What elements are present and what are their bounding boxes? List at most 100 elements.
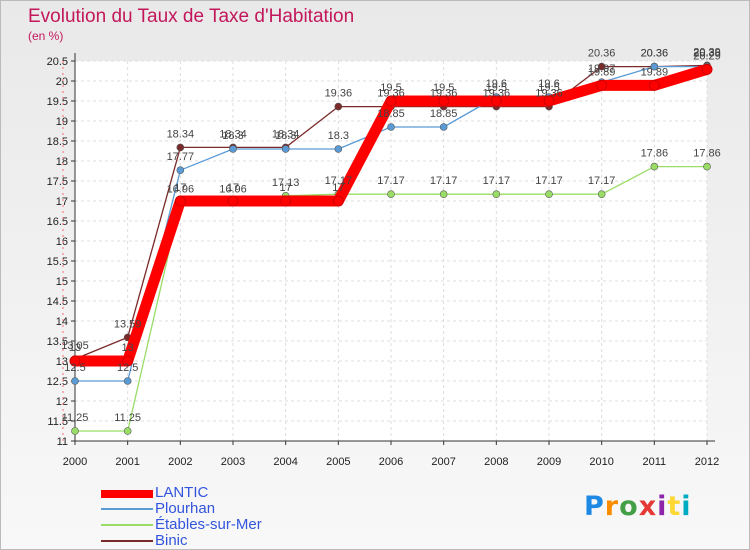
data-label--tables-sur-mer: 11.25: [114, 412, 141, 424]
data-label-binic: 18.34: [272, 128, 300, 140]
data-point-lantic: [175, 195, 186, 207]
y-tick-label: 19.5: [47, 96, 68, 108]
y-tick-label: 11.5: [47, 416, 68, 428]
logo-letter: r: [604, 491, 620, 522]
data-label-lantic: 19.89: [641, 66, 669, 78]
y-tick-label: 18: [56, 156, 68, 168]
y-tick-label: 20.5: [47, 56, 68, 68]
data-point-binic: [176, 143, 185, 152]
data-point-lantic: [701, 64, 713, 75]
data-label--tables-sur-mer: 16.96: [219, 184, 247, 196]
data-point-lantic: [69, 355, 81, 367]
x-tick-label: 2011: [643, 456, 667, 468]
data-label--tables-sur-mer: 17.17: [535, 175, 563, 187]
data-point-lantic: [491, 95, 502, 107]
data-label--tables-sur-mer: 17.86: [693, 148, 721, 160]
data-label-lantic: 17: [332, 182, 344, 194]
data-point--tables-sur-mer: [123, 427, 132, 435]
y-tick-label: 20: [56, 76, 68, 88]
data-label-plourhan: 12.5: [64, 362, 85, 374]
proxiti-logo: Proxiti: [584, 491, 692, 522]
y-tick-label: 15.5: [47, 256, 68, 268]
data-label-binic: 13.05: [61, 340, 89, 352]
y-tick-label: 12.5: [47, 376, 68, 388]
data-point-lantic: [438, 95, 449, 107]
data-point-lantic: [280, 195, 291, 207]
x-tick-label: 2003: [221, 456, 245, 468]
data-label-plourhan: 19.97: [588, 63, 616, 75]
data-label-lantic: 19.5: [538, 82, 559, 94]
x-tick-label: 2010: [589, 456, 613, 468]
data-label-plourhan: 18.85: [377, 108, 405, 120]
x-tick-label: 2012: [695, 456, 719, 468]
data-label-plourhan: 19.6: [538, 78, 559, 90]
logo-letter: i: [657, 491, 668, 522]
y-tick-label: 18.5: [47, 136, 68, 148]
data-point-lantic: [596, 80, 607, 91]
data-label-lantic: 19.5: [380, 82, 401, 94]
x-tick-label: 2006: [379, 456, 403, 468]
x-tick-label: 2001: [115, 456, 139, 468]
data-point--tables-sur-mer: [492, 190, 501, 198]
data-label--tables-sur-mer: 17.86: [641, 148, 669, 160]
data-label-lantic: 13: [122, 342, 134, 354]
data-label-lantic: 19.5: [433, 82, 454, 94]
y-tick-label: 17.5: [47, 176, 68, 188]
data-label-binic: 19.36: [430, 88, 458, 100]
x-tick-label: 2000: [63, 456, 87, 468]
y-tick-label: 17: [56, 196, 68, 208]
data-point--tables-sur-mer: [597, 190, 606, 198]
x-tick-label: 2009: [537, 456, 561, 468]
data-label--tables-sur-mer: 17.17: [325, 175, 353, 187]
y-tick-label: 16: [56, 236, 68, 248]
data-label-binic: 19.36: [483, 88, 511, 100]
data-label--tables-sur-mer: 11.25: [62, 412, 89, 424]
data-point-binic: [334, 102, 343, 111]
data-label-lantic: 17: [174, 182, 186, 194]
data-label-plourhan: 20.36: [641, 48, 669, 60]
data-label-plourhan: 18.85: [430, 108, 458, 120]
data-label-plourhan: 17.77: [167, 151, 195, 163]
data-point--tables-sur-mer: [71, 427, 79, 435]
legend-label-lantic: LANTIC: [155, 484, 209, 501]
data-label-plourhan: 19.6: [486, 78, 507, 90]
data-label-lantic: 13: [69, 342, 81, 354]
logo-letter: t: [667, 491, 682, 522]
legend-swatch-binic: [101, 540, 153, 542]
data-label-lantic: 19.89: [588, 66, 616, 78]
x-tick-label: 2008: [484, 456, 508, 468]
legend-swatch-lantic: [101, 490, 153, 498]
y-tick-label: 19: [56, 116, 68, 128]
legend-label-binic: Binic: [155, 532, 188, 549]
data-point-plourhan: [176, 166, 185, 174]
data-point-plourhan: [334, 145, 343, 153]
y-tick-label: 14: [56, 316, 68, 328]
logo-letter: i: [681, 491, 692, 522]
data-point--tables-sur-mer: [387, 190, 395, 198]
data-point-lantic: [227, 195, 239, 207]
data-label-lantic: 20.29: [693, 50, 721, 62]
data-point-plourhan: [71, 377, 79, 385]
chart-title: Evolution du Taux de Taxe d'Habitation: [28, 6, 355, 27]
data-label-binic: 20.36: [588, 48, 616, 60]
data-label-binic: 13.59: [114, 318, 142, 330]
data-label-plourhan: 12.5: [117, 362, 138, 374]
data-point--tables-sur-mer: [703, 162, 711, 171]
y-tick-label: 13: [56, 356, 68, 368]
data-point-lantic: [543, 95, 555, 107]
legend-label-etables: Étables-sur-Mer: [155, 516, 262, 533]
logo-letter: P: [584, 491, 605, 522]
y-tick-label: 12: [56, 396, 68, 408]
data-label-binic: 18.34: [219, 128, 247, 140]
data-point-plourhan: [387, 123, 395, 131]
logo-letter: o: [619, 491, 639, 522]
y-tick-label: 15: [56, 276, 68, 288]
data-point-plourhan: [650, 62, 659, 71]
x-tick-label: 2007: [431, 456, 455, 468]
data-point-lantic: [385, 95, 397, 107]
x-tick-label: 2005: [326, 456, 350, 468]
y-tick-label: 16.5: [47, 216, 68, 228]
data-label-binic: 20.39: [693, 46, 721, 58]
